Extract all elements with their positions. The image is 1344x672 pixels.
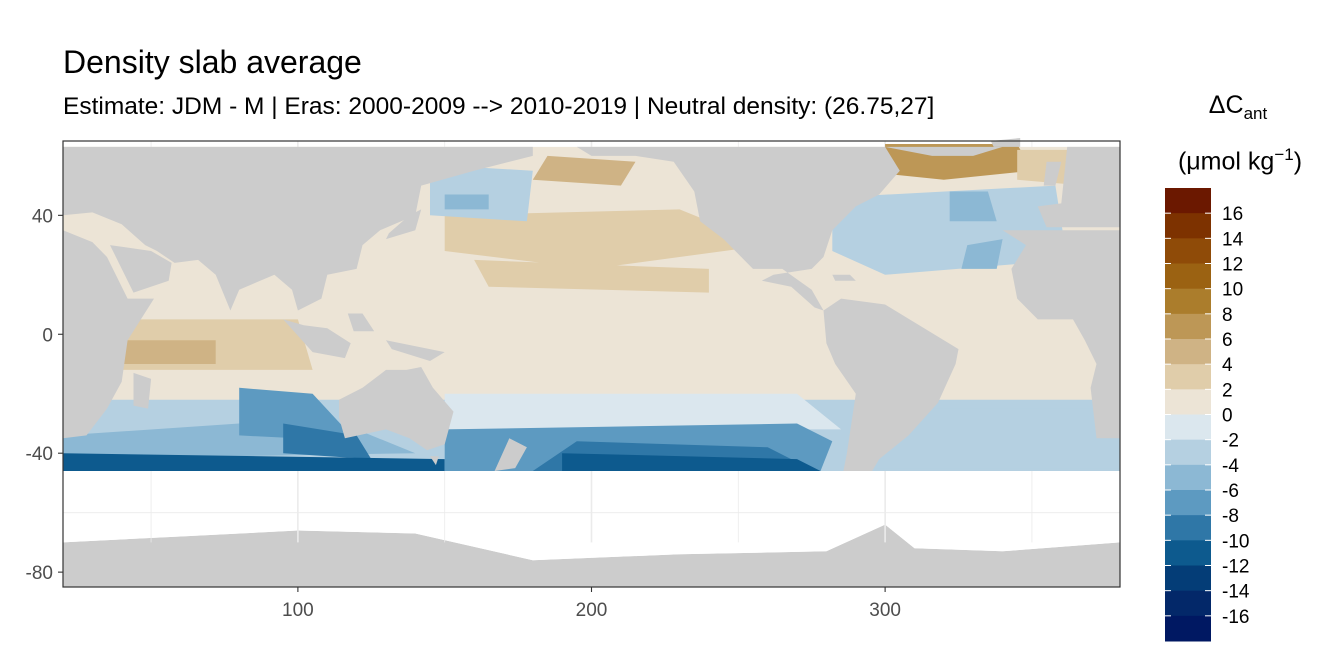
land-polygon: [990, 138, 1021, 147]
land-polygon: [1002, 230, 1120, 439]
heatmap-cell-indian-south-b: [239, 387, 357, 442]
legend-tick-label: 16: [1222, 204, 1243, 225]
y-tick-label: -40: [26, 444, 53, 465]
legend-tick-label: -14: [1222, 582, 1250, 603]
legend-swatch: [1165, 313, 1211, 340]
legend-swatch: [1165, 515, 1211, 541]
land-polygon: [832, 274, 856, 281]
heatmap-cell-south-pacific-light: [444, 393, 842, 430]
land-polygon: [133, 372, 152, 409]
x-tick-label: 200: [576, 600, 608, 621]
legend-tick-label: 2: [1222, 380, 1233, 401]
legend-tick-label: -10: [1222, 531, 1249, 552]
legend-swatch: [1165, 565, 1211, 592]
legend-swatch: [1165, 364, 1211, 390]
legend-swatch: [1165, 540, 1211, 566]
legend-swatch: [1165, 414, 1211, 441]
heatmap-cell-indian-deep-band: [63, 453, 445, 471]
legend-tick-label: 4: [1222, 355, 1233, 376]
legend-swatch: [1165, 263, 1211, 290]
land-polygon: [430, 456, 439, 466]
legend-swatch: [1165, 490, 1211, 516]
legend-tick-label: 12: [1222, 255, 1243, 276]
legend-tick-label: 0: [1222, 406, 1233, 427]
heatmap-cell-north-atlantic-core-b: [961, 239, 1003, 269]
heatmap-cell-north-pacific-beige: [444, 209, 768, 269]
legend-tick-label: 10: [1222, 280, 1243, 301]
land-polygon: [386, 340, 445, 361]
heatmap-cell-indian-south-c: [283, 423, 372, 460]
legend-swatch: [1165, 439, 1211, 466]
heatmap-cell-pacific-south-c: [562, 453, 821, 471]
heatmap-cell-north-atlantic-core: [949, 191, 997, 222]
heatmap-cell-north-pacific-west-core: [444, 194, 489, 210]
chart-subtitle: Estimate: JDM - M | Eras: 2000-2009 --> …: [63, 93, 935, 120]
legend-tick-label: -16: [1222, 607, 1249, 628]
heatmap-cell-atlantic-south: [855, 408, 1120, 469]
legend-swatch: [1165, 188, 1211, 214]
legend-swatch: [1165, 339, 1211, 365]
y-tick-label: 0: [42, 325, 53, 346]
heatmap-cell-north-atlantic-sub: [832, 185, 1068, 275]
legend-swatch: [1165, 615, 1211, 642]
land-polygon: [823, 298, 959, 498]
legend-tick-label: -6: [1222, 481, 1239, 502]
land-polygon: [576, 146, 900, 311]
legend-tick-label: 6: [1222, 330, 1233, 351]
land-polygon: [63, 230, 154, 439]
legend-tick-label: -8: [1222, 506, 1239, 527]
land-polygon: [494, 438, 527, 471]
legend-title: ΔCant: [1168, 86, 1308, 133]
land-polygon: [283, 319, 351, 359]
legend-swatch: [1165, 213, 1211, 239]
legend-tick-label: -2: [1222, 431, 1239, 452]
land-polygon: [63, 524, 1120, 587]
legend-unit-exponent: −1: [1274, 145, 1294, 164]
land-polygon: [885, 146, 1003, 156]
land-masses: [63, 138, 1120, 587]
land-polygon: [1043, 161, 1062, 186]
legend-tick-label: -4: [1222, 456, 1239, 477]
land-polygon: [63, 146, 533, 311]
legend-unit-prefix: (μmol kg: [1177, 147, 1275, 176]
chart-title: Density slab average: [63, 44, 362, 80]
legend-unit-suffix: ): [1293, 147, 1303, 176]
land-polygon: [110, 245, 172, 293]
legend-tick-label: 14: [1222, 229, 1244, 250]
x-tick-label: 300: [869, 600, 901, 621]
land-polygon: [347, 313, 375, 332]
legend-swatch: [1165, 590, 1211, 617]
legend-unit: (μmol kg−1): [1150, 136, 1330, 180]
legend-swatch: [1165, 238, 1211, 264]
land-polygon: [386, 209, 422, 240]
legend-colorbar: 16 14 12 10 8 6 4 2 0 -2 -4 -6 -8 -10 -12 -14 -16: [1165, 188, 1250, 642]
heatmap-cell-indian-tropical-b: [121, 340, 216, 364]
y-tick-label: -80: [26, 563, 53, 584]
legend-swatch: [1165, 288, 1211, 315]
land-polygon: [339, 367, 454, 451]
land-polygon: [1037, 146, 1120, 228]
x-tick-label: 100: [282, 600, 314, 621]
heatmap-cell-gulf-alaska: [532, 155, 636, 186]
legend-swatch: [1165, 389, 1211, 415]
legend-swatch: [1165, 464, 1211, 491]
y-tick-label: 40: [32, 206, 53, 227]
heatmap-cell-north-pacific-band: [474, 259, 709, 293]
legend-title-sub: ant: [1243, 104, 1268, 123]
legend-tick-label: 8: [1222, 305, 1233, 326]
legend-title-main: ΔC: [1208, 91, 1244, 119]
legend-tick-label: -12: [1222, 557, 1249, 578]
heatmap-cell-pacific-tropical: [356, 268, 827, 388]
